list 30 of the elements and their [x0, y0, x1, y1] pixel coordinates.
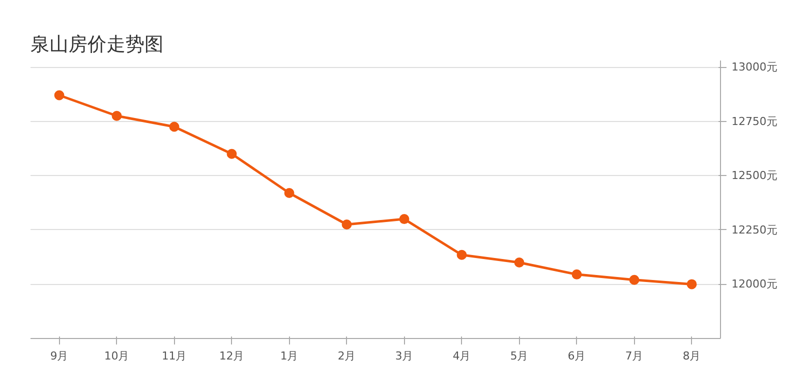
x-tick-label: 9月 [50, 350, 68, 362]
x-tick-label: 1月 [280, 350, 298, 362]
y-tick-label: 12750元 [732, 114, 778, 128]
x-tick-label: 2月 [338, 350, 356, 362]
point [112, 110, 122, 121]
point [54, 90, 64, 100]
point [226, 148, 237, 159]
x-tick-label: 10月 [104, 350, 130, 362]
x-tick-label: 7月 [625, 350, 644, 362]
point [629, 274, 640, 285]
x-tick-label: 4月 [452, 350, 471, 362]
x-tick-label: 8月 [682, 350, 701, 362]
x-tick-label: 11月 [162, 350, 187, 362]
x-tick-label: 12月 [219, 350, 244, 362]
point [399, 214, 410, 224]
chart-title: 泉山房价走势图 [30, 34, 164, 56]
y-tick-label: 13000元 [732, 60, 778, 74]
point [342, 219, 352, 230]
y-tick-label: 12500元 [732, 169, 778, 182]
point [686, 279, 697, 290]
point [456, 250, 467, 260]
point [514, 257, 524, 268]
point [284, 188, 294, 198]
point [169, 122, 180, 132]
x-tick-label: 3月 [395, 350, 414, 362]
y-tick-label: 12000元 [732, 278, 778, 291]
point [572, 269, 582, 280]
y-tick-label: 12250元 [732, 223, 778, 236]
x-tick-label: 6月 [568, 350, 586, 362]
x-tick-label: 5月 [510, 350, 528, 362]
